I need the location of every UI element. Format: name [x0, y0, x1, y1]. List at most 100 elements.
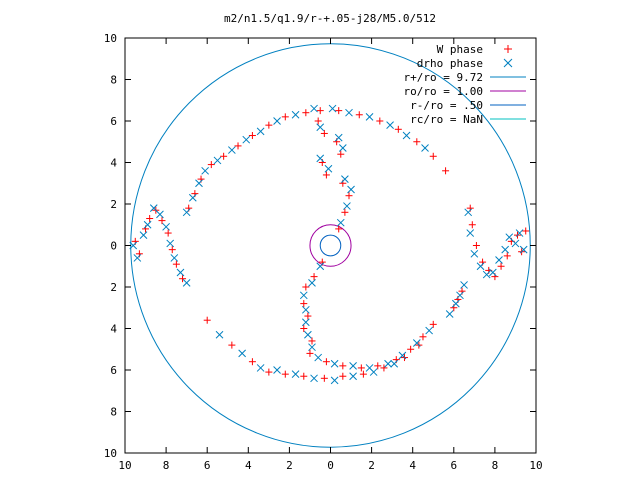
series-0-point-45 — [306, 349, 314, 357]
y-tick-label-9: 8 — [110, 74, 117, 87]
series-0-point-16 — [248, 132, 256, 140]
series-1-point-66 — [482, 270, 491, 279]
series-0-point-72 — [497, 262, 505, 270]
series-0-point-7 — [168, 246, 176, 254]
x-tick-label-10: 10 — [529, 459, 542, 472]
series-1-point-46 — [349, 361, 357, 370]
series-1-point-12 — [188, 193, 197, 202]
series-0-point-23 — [376, 117, 384, 125]
y-tick-label-8: 6 — [110, 115, 117, 128]
series-1-point-77 — [460, 281, 468, 289]
series-1-point-9 — [176, 268, 185, 277]
y-tick-label-5: 0 — [110, 240, 117, 253]
legend-label-0: W phase — [437, 43, 483, 56]
series-1-point-36 — [336, 218, 345, 227]
series-0-point-68 — [472, 242, 480, 249]
series-0-point-58 — [359, 370, 367, 378]
series-1-point-8 — [170, 254, 179, 262]
series-0-point-64 — [248, 358, 256, 366]
series-1-point-68 — [495, 256, 503, 264]
series-1-point-1 — [133, 254, 142, 262]
series-1-point-6 — [162, 222, 170, 231]
series-1-point-53 — [291, 370, 300, 379]
series-1-point-5 — [156, 210, 164, 219]
legend-label-1: drho phase — [417, 57, 483, 70]
series-1-point-38 — [308, 278, 316, 287]
series-1-point-54 — [310, 374, 318, 383]
series-0-point-22 — [355, 111, 363, 119]
series-0-point-29 — [320, 129, 328, 137]
series-1-point-65 — [476, 262, 485, 271]
series-1-point-13 — [195, 179, 203, 188]
series-1-point-74 — [445, 310, 454, 318]
series-1-point-4 — [149, 204, 158, 213]
series-0-point-3 — [146, 215, 154, 223]
series-0-point-40 — [302, 283, 310, 291]
series-0-point-39 — [310, 273, 318, 281]
series-1-point-35 — [343, 202, 351, 210]
series-1-point-63 — [466, 229, 475, 237]
series-1-point-21 — [310, 104, 318, 113]
series-0-point-52 — [419, 333, 427, 341]
series-1-point-48 — [384, 359, 392, 368]
series-1-point-28 — [316, 123, 325, 132]
series-0-point-20 — [316, 107, 324, 115]
series-0-point-73 — [503, 252, 511, 260]
series-1-point-40 — [301, 305, 310, 314]
x-tick-label-1: 8 — [163, 459, 170, 472]
series-1-point-37 — [316, 262, 325, 271]
series-1-point-0 — [129, 241, 138, 250]
y-tick-label-6: 2 — [110, 198, 117, 211]
series-1-point-45 — [330, 359, 339, 368]
series-1-point-58 — [390, 359, 399, 368]
series-0-point-55 — [300, 372, 308, 380]
chart-title: m2/n1.5/q1.9/r-+.05-j28/M5.0/512 — [224, 12, 436, 25]
series-1-point-26 — [402, 131, 411, 140]
series-0-point-26 — [429, 152, 437, 160]
series-0-point-25 — [413, 138, 421, 146]
series-0-point-41 — [300, 300, 308, 308]
data-series — [129, 104, 530, 385]
series-0-point-77 — [522, 227, 530, 235]
series-0-point-53 — [429, 320, 437, 328]
y-tick-label-10: 10 — [104, 32, 117, 45]
series-0-point-14 — [220, 152, 228, 160]
series-1-point-44 — [314, 353, 323, 362]
series-0-point-8 — [172, 260, 180, 268]
series-0-point-18 — [281, 113, 289, 121]
x-tick-label-3: 4 — [245, 459, 252, 472]
series-1-point-2 — [139, 231, 148, 239]
series-1-point-64 — [470, 249, 479, 258]
series-0-point-57 — [339, 372, 347, 380]
x-tick-label-0: 10 — [118, 459, 131, 472]
series-0-point-49 — [374, 362, 382, 370]
series-1-point-14 — [201, 166, 209, 175]
series-0-point-9 — [179, 275, 187, 283]
series-1-point-61 — [256, 364, 265, 372]
y-tick-label-4: 2 — [110, 281, 117, 294]
series-1-point-73 — [519, 245, 528, 254]
series-1-point-51 — [425, 326, 433, 335]
series-0-point-13 — [207, 161, 215, 169]
series-1-point-76 — [456, 291, 464, 300]
series-1-point-25 — [386, 121, 394, 130]
series-0-point-28 — [314, 117, 322, 125]
series-1-point-67 — [488, 268, 497, 277]
series-1-point-59 — [215, 330, 224, 339]
legend-marker-1 — [503, 58, 513, 68]
series-0-point-47 — [339, 362, 347, 370]
series-0 — [131, 107, 530, 382]
series-1-point-3 — [143, 220, 152, 229]
series-0-point-63 — [228, 341, 236, 349]
series-1-point-33 — [341, 175, 349, 183]
series-0-point-65 — [265, 368, 273, 376]
series-1-point-31 — [316, 154, 325, 163]
circle-1 — [309, 224, 352, 267]
series-0-point-19 — [302, 109, 310, 117]
series-0-point-54 — [281, 370, 289, 378]
legend-label-3: ro/ro = 1.00 — [404, 85, 483, 98]
legend-label-5: rc/ro = NaN — [410, 113, 483, 126]
